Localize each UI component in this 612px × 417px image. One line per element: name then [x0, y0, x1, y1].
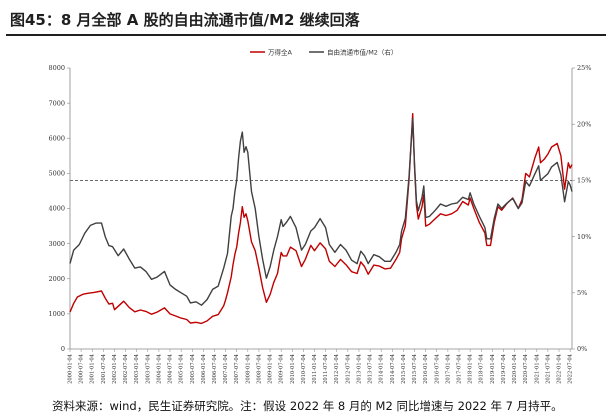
- x-tick-label: 2006-01-04: [201, 353, 207, 384]
- left-y-tick-label: 3000: [48, 240, 65, 248]
- x-tick-label: 2010-07-04: [301, 353, 307, 384]
- x-tick-label: 2000-07-04: [79, 353, 85, 384]
- x-tick-label: 2005-01-04: [179, 353, 185, 384]
- x-tick-label: 2011-01-04: [312, 353, 318, 384]
- left-y-tick-label: 6000: [48, 134, 65, 142]
- x-tick-label: 2012-01-04: [334, 353, 340, 384]
- left-y-tick-label: 1000: [48, 310, 65, 318]
- x-tick-label: 2002-07-04: [123, 353, 129, 384]
- x-tick-label: 2020-01-04: [512, 353, 518, 384]
- x-tick-label: 2005-07-04: [190, 353, 196, 384]
- x-tick-label: 2015-07-04: [412, 353, 418, 384]
- x-tick-label: 2017-07-04: [457, 353, 463, 384]
- right-y-tick-label: 0%: [577, 345, 587, 353]
- x-tick-label: 2016-07-04: [434, 353, 440, 384]
- x-tick-label: 2011-07-04: [323, 353, 329, 384]
- series-line-float-cap-m2: [69, 117, 573, 306]
- right-y-tick-label: 15%: [577, 177, 591, 185]
- x-tick-label: 2015-01-04: [401, 353, 407, 384]
- x-tick-label: 2000-01-04: [68, 353, 74, 384]
- right-y-tick-label: 10%: [577, 233, 591, 241]
- x-tick-label: 2008-07-04: [256, 353, 262, 384]
- x-tick-label: 2016-01-04: [423, 353, 429, 384]
- x-tick-label: 2022-01-04: [557, 353, 563, 384]
- x-tick-label: 2002-01-04: [112, 353, 118, 384]
- source-note: 资料来源：wind，民生证券研究院。注：假设 2022 年 8 月的 M2 同比…: [52, 399, 563, 413]
- x-tick-label: 2009-07-04: [279, 353, 285, 384]
- figure-title: 图45：8 月全部 A 股的自由流通市值/M2 继续回落: [10, 11, 360, 29]
- x-tick-label: 2004-01-04: [156, 353, 162, 384]
- x-tick-label: 2006-07-04: [212, 353, 218, 384]
- series-line-wind-all-a: [69, 112, 573, 325]
- x-tick-label: 2022-07-04: [568, 353, 574, 384]
- right-y-tick-label: 5%: [577, 289, 587, 297]
- left-y-tick-label: 4000: [48, 205, 65, 213]
- x-tick-label: 2007-01-04: [223, 353, 229, 384]
- legend-label-series-a: 万得全A: [268, 48, 293, 57]
- x-tick-label: 2008-01-04: [245, 353, 251, 384]
- series-lines: [69, 112, 573, 325]
- x-tick-label: 2019-07-04: [501, 353, 507, 384]
- x-tick-label: 2014-07-04: [390, 353, 396, 384]
- chart-legend: 万得全A 自由流通市值/M2（右）: [250, 48, 397, 57]
- title-divider: [6, 34, 606, 36]
- legend-label-series-b: 自由流通市值/M2（右）: [327, 48, 397, 57]
- x-tick-label: 2003-01-04: [134, 353, 140, 384]
- line-chart: 万得全A 自由流通市值/M2（右） 0 1000 2000 3000 4000 5000 6…: [48, 48, 591, 384]
- x-tick-label: 2010-01-04: [290, 353, 296, 384]
- x-tick-label: 2001-01-04: [90, 353, 96, 384]
- left-y-tick-label: 7000: [48, 99, 65, 107]
- x-tick-label: 2012-07-04: [345, 353, 351, 384]
- x-tick-label: 2014-01-04: [379, 353, 385, 384]
- x-tick-label: 2018-07-04: [479, 353, 485, 384]
- chart-axes: 0 1000 2000 3000 4000 5000 6000 7000 8000 0% 5% 10%…: [48, 64, 591, 384]
- right-y-tick-label: 25%: [577, 64, 591, 72]
- right-y-tick-label: 20%: [577, 120, 591, 128]
- x-tick-label: 2004-07-04: [168, 353, 174, 384]
- x-tick-label: 2013-01-04: [356, 353, 362, 384]
- x-tick-label: 2009-01-04: [268, 353, 274, 384]
- left-y-tick-label: 2000: [48, 275, 65, 283]
- left-y-tick-label: 0: [61, 345, 65, 353]
- left-y-tick-label: 8000: [48, 64, 65, 72]
- x-tick-label: 2003-07-04: [145, 353, 151, 384]
- x-tick-label: 2007-07-04: [234, 353, 240, 384]
- x-tick-label: 2021-07-04: [545, 353, 551, 384]
- x-tick-label: 2019-01-04: [490, 353, 496, 384]
- x-tick-label: 2021-01-04: [534, 353, 540, 384]
- x-tick-label: 2001-07-04: [101, 353, 107, 384]
- x-tick-label: 2020-07-04: [523, 353, 529, 384]
- x-tick-label: 2018-01-04: [468, 353, 474, 384]
- left-y-tick-label: 5000: [48, 170, 65, 178]
- x-tick-label: 2017-01-04: [445, 353, 451, 384]
- x-tick-label: 2013-07-04: [368, 353, 374, 384]
